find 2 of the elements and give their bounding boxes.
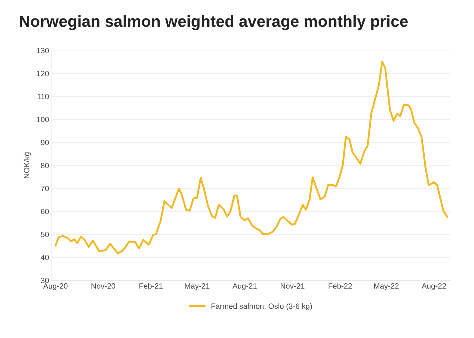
line-series xyxy=(54,61,449,255)
chart-title: Norwegian salmon weighted average monthly price xyxy=(20,15,408,30)
